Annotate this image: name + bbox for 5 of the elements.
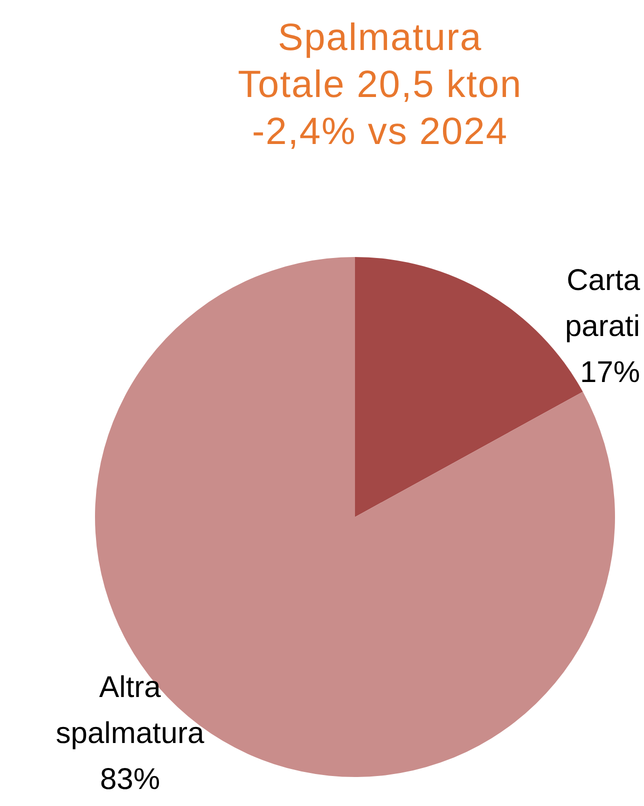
data-label: 17% bbox=[580, 356, 640, 389]
chart-title: Spalmatura Totale 20,5 kton -2,4% vs 2024 bbox=[238, 17, 522, 153]
slice-label: Carta parati bbox=[564, 264, 640, 343]
slice-label: Altra spalmatura bbox=[56, 671, 205, 750]
data-label: 83% bbox=[100, 763, 160, 796]
